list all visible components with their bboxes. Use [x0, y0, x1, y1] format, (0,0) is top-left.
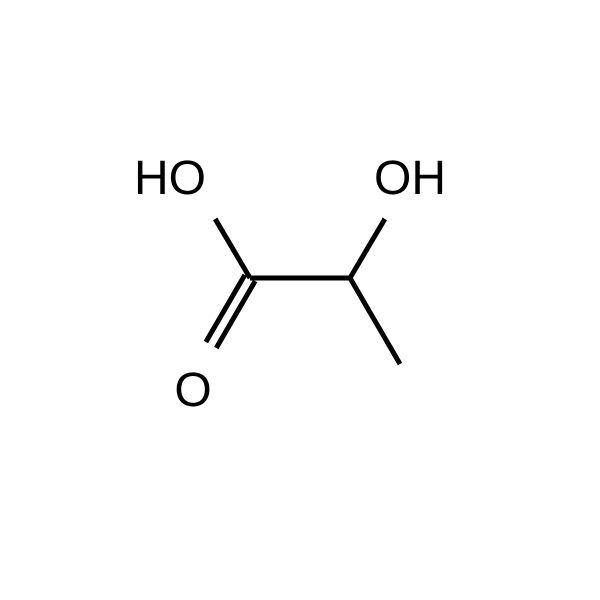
atom-label-odbl: O	[174, 364, 211, 417]
atom-label-oh1: HO	[134, 152, 206, 205]
molecule-diagram: HO OH O	[0, 0, 600, 600]
bond	[215, 219, 250, 278]
bond	[350, 219, 385, 278]
atom-label-oh2: OH	[374, 152, 446, 205]
bond	[350, 278, 400, 364]
